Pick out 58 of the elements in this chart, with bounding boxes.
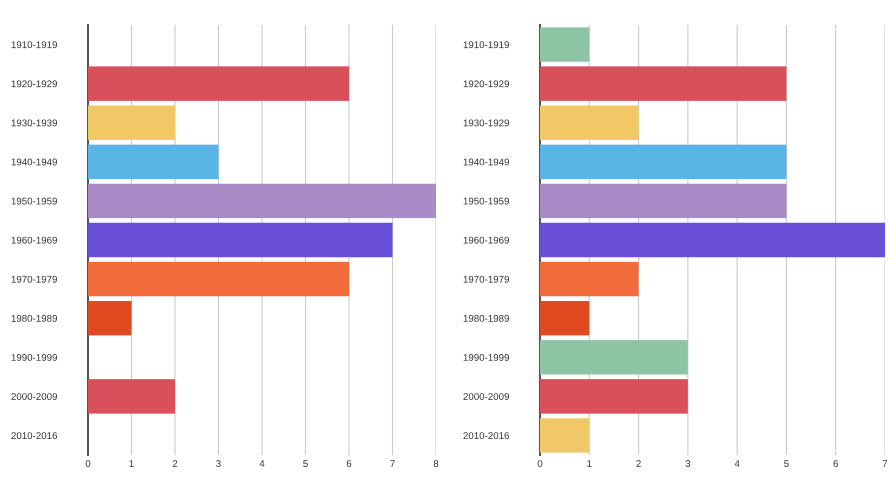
x-tick-label: 4 — [260, 460, 264, 467]
y-tick-label: 1950-1959 — [12, 198, 57, 205]
y-tick-label: 1920-1929 — [464, 80, 509, 88]
x-tick-label: 6 — [834, 460, 838, 467]
y-tick-label: 1910-1919 — [12, 41, 57, 48]
bar — [88, 184, 436, 218]
y-tick-label: 2000-2009 — [463, 393, 509, 400]
y-tick-label: 1940-1949 — [12, 158, 57, 166]
x-tick-label: 7 — [882, 460, 888, 467]
y-tick-label: 1980-1989 — [464, 314, 509, 322]
x-tick-label: 3 — [216, 460, 221, 467]
y-tick-label: 2000-2009 — [11, 393, 57, 400]
y-tick-label: 2010-2016 — [463, 432, 510, 440]
y-tick-label: 1950-1959 — [464, 198, 509, 205]
y-tick-label: 1930-1939 — [12, 119, 57, 126]
bar — [88, 300, 132, 336]
x-tick-label: 1 — [587, 460, 592, 467]
bar — [540, 66, 786, 101]
x-tick-label: 1 — [130, 460, 134, 467]
x-tick-label: 8 — [434, 460, 438, 467]
y-tick-label: 1940-1949 — [464, 158, 509, 166]
bar — [88, 66, 349, 101]
bar — [540, 27, 590, 62]
bar — [540, 222, 885, 258]
bar — [88, 262, 349, 296]
y-tick-label: 1910-1919 — [464, 41, 509, 48]
x-tick-label: 5 — [303, 460, 308, 467]
bar — [540, 418, 590, 453]
y-tick-label: 1930-1929 — [464, 119, 509, 126]
y-tick-label: 1970-1979 — [464, 276, 509, 283]
bar — [540, 340, 688, 374]
y-tick-label: 1990-1999 — [464, 354, 509, 361]
y-tick-label: 1970-1979 — [12, 276, 57, 283]
y-tick-label: 1980-1989 — [12, 314, 57, 322]
x-tick-label: 4 — [734, 460, 740, 467]
x-tick-label: 5 — [784, 460, 789, 467]
bar — [540, 300, 590, 336]
x-tick-label: 7 — [390, 460, 395, 467]
x-tick-label: 2 — [172, 460, 178, 467]
x-tick-label: 3 — [686, 460, 690, 467]
y-tick-label: 2010-2016 — [11, 432, 58, 440]
y-tick-label: 1960-1969 — [12, 236, 57, 244]
y-tick-label: 1990-1999 — [12, 354, 57, 361]
bar — [540, 379, 688, 414]
bar — [540, 144, 786, 180]
bar — [88, 144, 218, 180]
bar — [88, 222, 392, 258]
y-tick-label: 1920-1929 — [12, 80, 57, 88]
x-tick-label: 0 — [86, 460, 90, 467]
y-tick-label: 1960-1969 — [464, 236, 509, 244]
x-tick-label: 6 — [346, 460, 352, 467]
x-tick-label: 0 — [538, 460, 542, 467]
bar — [540, 106, 639, 140]
bar — [88, 379, 175, 414]
x-tick-label: 2 — [636, 460, 641, 467]
bar — [540, 262, 639, 296]
bar — [88, 106, 175, 140]
bar — [540, 184, 786, 218]
